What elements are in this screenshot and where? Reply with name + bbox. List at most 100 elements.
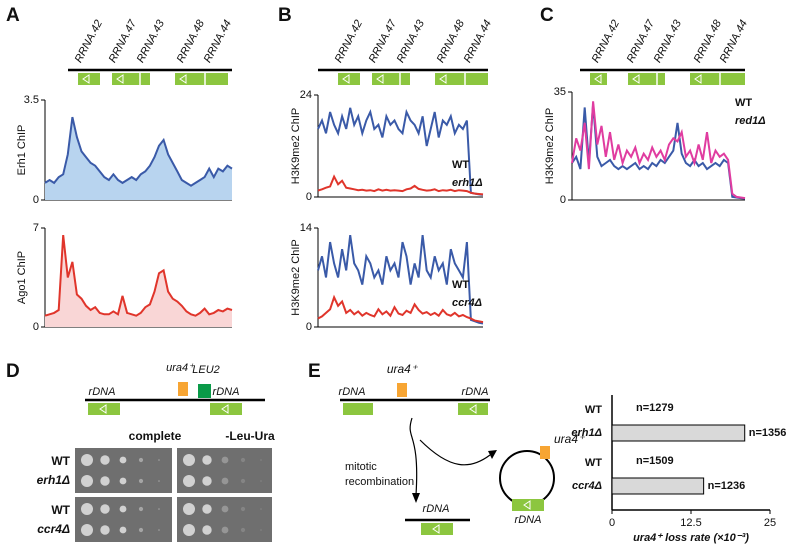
y-tick-label: 0 [306, 321, 312, 333]
gene-arrow [376, 74, 384, 84]
strain-label: erh1Δ [37, 473, 70, 487]
annotation: n=1509 [636, 455, 674, 467]
label-rdna: rDNA [462, 386, 489, 398]
colony-spot [221, 526, 229, 534]
colony-spot [260, 480, 262, 482]
panel-letter: D [6, 361, 20, 382]
legend-label: WT [735, 97, 752, 109]
colony-spot [158, 459, 160, 461]
colony-spot [240, 506, 246, 512]
panel-d-schematic [75, 382, 272, 542]
gene-box [175, 73, 228, 85]
y-tick-label: 3.5 [24, 94, 39, 106]
legend-label: ccr4Δ [452, 297, 482, 309]
legend-label: red1Δ [735, 115, 766, 127]
bar [611, 424, 746, 442]
colony-spot [240, 478, 246, 484]
line [317, 107, 484, 196]
y-tick-label: 0 [33, 321, 39, 333]
colony-spot [221, 505, 229, 513]
colony-spot [260, 508, 262, 510]
colony-spot [183, 475, 195, 487]
label-rdna: rDNA [89, 386, 116, 398]
line [317, 234, 484, 325]
gene-label: RRNA.42 [333, 18, 365, 65]
legend-label: WT [452, 159, 469, 171]
x-tick-label: 25 [764, 517, 776, 529]
colony-spot [138, 478, 144, 484]
colony-spot [202, 525, 212, 535]
label-rdna: rDNA [213, 386, 240, 398]
colony-spot [240, 457, 246, 463]
legend-label: erh1Δ [452, 177, 483, 189]
strain-label: ccr4Δ [37, 522, 70, 536]
gene-arrow [632, 74, 640, 84]
colony-spot [183, 503, 195, 515]
panel-letter: E [308, 361, 321, 382]
y-axis-label: H3K9me2 ChIP [290, 108, 302, 184]
line [44, 234, 233, 317]
gene-label: RRNA.42 [590, 18, 622, 65]
label-rdna: rDNA [423, 503, 450, 515]
legend-label: WT [452, 279, 469, 291]
gene-box [690, 73, 745, 85]
colony-spot [100, 525, 110, 535]
colony-spot [260, 529, 262, 531]
colony-spot [221, 456, 229, 464]
annotation: n=1279 [636, 402, 674, 414]
colony-spot [81, 475, 93, 487]
annotation: n=1356 [749, 427, 787, 439]
colony-spot [119, 477, 127, 485]
gene-box [590, 73, 607, 85]
gene-label: RRNA.43 [395, 17, 428, 64]
y-tick-label: 14 [300, 222, 312, 234]
gene-arrow [116, 74, 124, 84]
annotation: n=1236 [708, 480, 746, 492]
colony-spot [240, 527, 246, 533]
line [317, 294, 484, 324]
category-label: WT [585, 404, 602, 416]
gene-arrow [342, 74, 350, 84]
label-ura4: ura4⁺ [166, 362, 195, 374]
y-tick-label: 24 [300, 89, 312, 101]
colony-spot [221, 477, 229, 485]
colony-spot [138, 457, 144, 463]
y-axis-label: H3K9me2 ChIP [290, 239, 302, 315]
colony-spot [138, 527, 144, 533]
strain-label: WT [51, 454, 70, 468]
colony-spot [81, 524, 93, 536]
label-rdna: rDNA [339, 386, 366, 398]
process-label: recombination [345, 476, 414, 488]
panel-letter: B [278, 5, 292, 26]
colony-spot [100, 504, 110, 514]
category-label: erh1Δ [571, 427, 602, 439]
gene-arrow [179, 74, 187, 84]
colony-spot [81, 454, 93, 466]
line [44, 116, 233, 187]
line [317, 174, 484, 196]
colony-spot [158, 480, 160, 482]
category-label: ccr4Δ [572, 480, 602, 492]
bar [611, 477, 705, 495]
y-tick-label: 35 [554, 86, 566, 98]
colony-spot [81, 503, 93, 515]
y-tick-label: 0 [306, 191, 312, 203]
y-axis-label: Ago1 ChIP [16, 251, 28, 304]
colony-spot [202, 455, 212, 465]
label-leu2: LEU2 [192, 364, 220, 376]
x-tick-label: 0 [609, 517, 615, 529]
label-ura4: ura4⁺ [554, 432, 586, 446]
y-tick-label: 0 [560, 194, 566, 206]
process-label: mitotic [345, 461, 377, 473]
colony-spot [119, 526, 127, 534]
gene-label: RRNA.43 [135, 17, 168, 64]
colony-spot [202, 476, 212, 486]
gene-label: RRNA.42 [73, 18, 105, 65]
gene-arrow [594, 74, 602, 84]
colony-spot [183, 454, 195, 466]
gene-box [435, 73, 488, 85]
colony-spot [202, 504, 212, 514]
y-tick-label: 0 [33, 194, 39, 206]
area [45, 117, 232, 200]
x-tick-label: 12.5 [680, 517, 701, 529]
